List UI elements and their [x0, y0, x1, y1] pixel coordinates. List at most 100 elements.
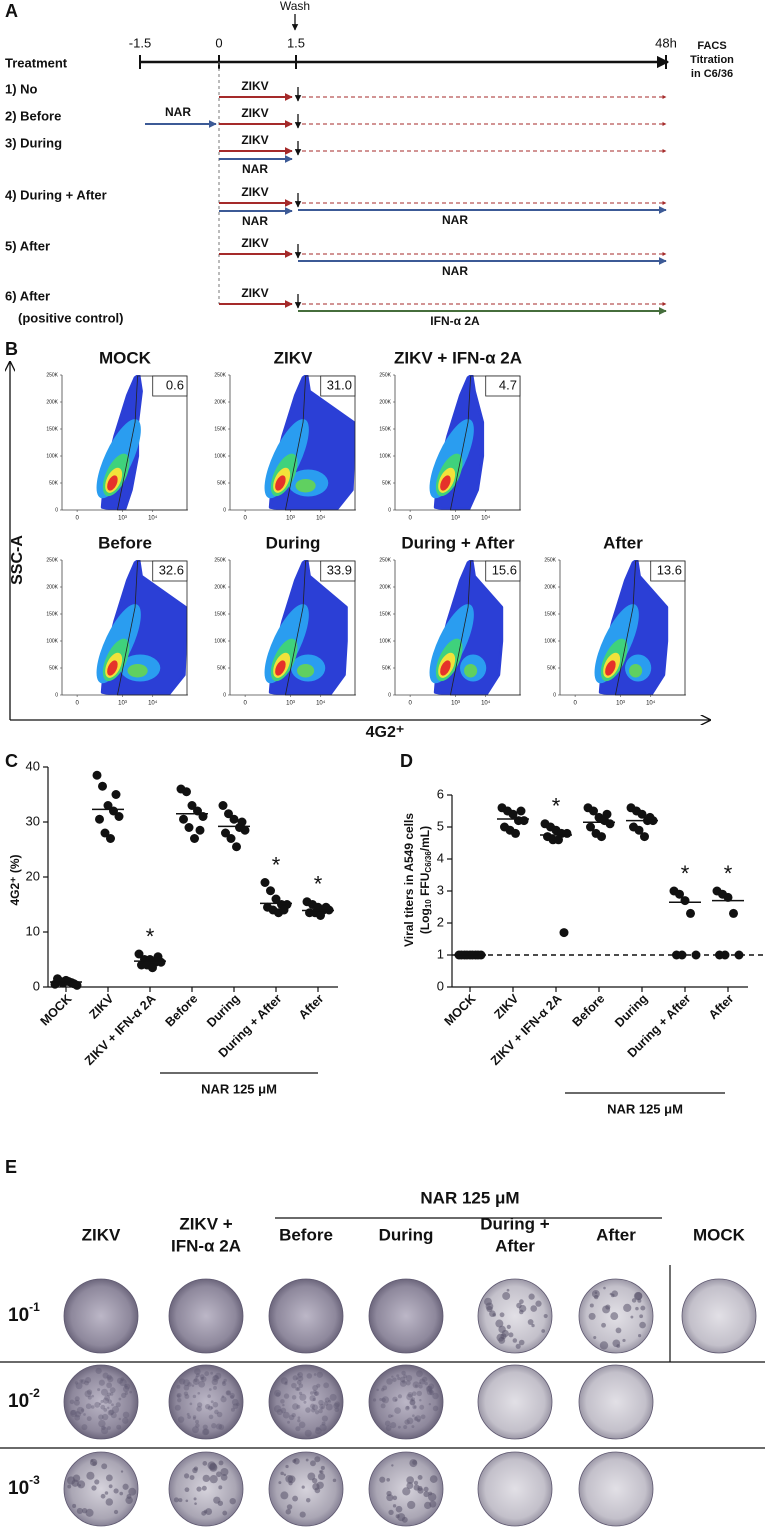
plaque	[187, 1415, 191, 1419]
dilution-label: 10-3	[8, 1473, 40, 1499]
plot-y-tick-label: 200K	[379, 399, 391, 405]
density-core	[605, 660, 616, 676]
plate	[63, 1364, 139, 1440]
data-point	[637, 809, 647, 819]
plaque	[236, 1402, 240, 1407]
data-point	[680, 896, 690, 906]
plaque	[299, 1511, 306, 1518]
plaque	[429, 1475, 438, 1483]
data-point	[675, 889, 684, 899]
panel-label: E	[5, 1157, 17, 1177]
plaque	[381, 1397, 386, 1403]
plaque	[297, 1418, 301, 1423]
plaque	[106, 1392, 111, 1397]
plaque	[518, 1339, 525, 1346]
plot-y-tick-label: 100K	[379, 453, 391, 459]
plaque	[397, 1425, 401, 1429]
plaque	[211, 1378, 218, 1386]
density-core	[297, 663, 315, 678]
data-point	[677, 950, 687, 960]
plot-y-tick-label: 150K	[379, 426, 391, 432]
plaque	[508, 1332, 514, 1338]
data-point	[111, 790, 121, 799]
plot-x-tick-label: 10⁴	[148, 515, 158, 522]
data-point	[589, 806, 598, 816]
density	[264, 375, 355, 510]
plaque	[296, 1404, 301, 1409]
flow-plot: 15.6 250K 200K 150K 100K 50K 0 0 10³ 10⁴	[379, 557, 521, 707]
plaque	[216, 1411, 223, 1418]
data-point	[691, 950, 701, 960]
plaque	[425, 1385, 432, 1392]
plaque	[506, 1324, 511, 1329]
plaque	[183, 1473, 190, 1479]
plot-x-tick-label: 10⁴	[148, 700, 158, 707]
plaque	[189, 1475, 195, 1481]
plaque	[109, 1392, 114, 1396]
plot-x-tick-label: 10³	[286, 701, 295, 707]
plaque	[210, 1400, 214, 1404]
density	[429, 560, 504, 695]
plaque	[122, 1417, 129, 1424]
density	[264, 560, 348, 695]
data-point	[511, 828, 520, 838]
data-point	[597, 832, 606, 842]
y-axis-label: 4G2⁺ (%)	[8, 854, 22, 905]
plaque	[405, 1374, 413, 1382]
plaque	[218, 1424, 225, 1430]
plaque	[413, 1405, 417, 1409]
plaque	[316, 1481, 324, 1489]
plaque	[232, 1403, 239, 1410]
plaque	[320, 1465, 325, 1470]
plaque	[230, 1395, 235, 1399]
data-point	[182, 787, 191, 797]
plaque	[280, 1471, 284, 1476]
after-label: NAR	[442, 213, 468, 227]
plot-y-tick-label: 100K	[46, 453, 58, 459]
plaque	[202, 1474, 210, 1483]
plaque	[406, 1405, 410, 1410]
plaque	[179, 1378, 186, 1385]
flow-plot: 31.0 250K 200K 150K 100K 50K 0 0 10³ 10⁴	[214, 372, 356, 522]
column-label: Before	[279, 1225, 333, 1244]
time-label: 48h	[655, 35, 677, 50]
plaque	[98, 1419, 106, 1428]
panel-label: C	[5, 751, 18, 771]
data-point	[605, 819, 615, 829]
plaque	[602, 1305, 611, 1314]
plaque	[591, 1289, 600, 1298]
data-point	[279, 905, 289, 915]
plaque	[295, 1377, 299, 1380]
plaque	[194, 1502, 197, 1505]
dilution-base: 10	[8, 1478, 29, 1499]
plaque	[317, 1472, 326, 1480]
significance: *	[314, 872, 323, 897]
plot-title: After	[603, 533, 643, 552]
plaque	[278, 1481, 282, 1485]
gate-box	[152, 560, 188, 582]
plaque	[405, 1405, 410, 1411]
plaque	[285, 1381, 288, 1384]
plaque	[280, 1407, 287, 1414]
plaque	[386, 1378, 393, 1385]
plaque	[535, 1300, 542, 1307]
plot-y-tick-label: 50K	[49, 665, 59, 671]
plaque	[305, 1497, 311, 1503]
plaque	[207, 1394, 211, 1398]
plaque	[419, 1378, 426, 1385]
plaque	[314, 1410, 320, 1415]
plaque	[428, 1491, 433, 1496]
significance: *	[146, 924, 155, 949]
plot-x-tick-label: 10³	[451, 516, 460, 522]
gate-box	[320, 560, 356, 582]
plaque	[85, 1403, 92, 1410]
plaque	[426, 1385, 433, 1392]
plaque	[292, 1495, 299, 1502]
plaque	[411, 1391, 417, 1397]
plaque	[397, 1394, 403, 1399]
plaque	[495, 1319, 504, 1328]
plaque	[379, 1476, 386, 1483]
plaque	[314, 1427, 322, 1435]
plaque	[98, 1402, 102, 1406]
plaque	[423, 1486, 429, 1492]
